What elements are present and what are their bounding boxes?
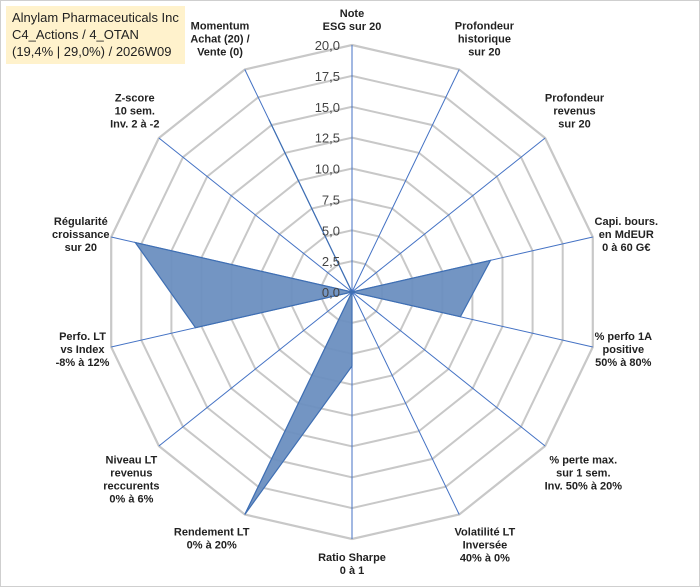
axis-label-text: % perte max. sur 1 sem. Inv. 50% à 20% bbox=[545, 455, 623, 493]
tick-label: 7,5 bbox=[322, 192, 340, 207]
axis-label-text: Perfo. LT vs Index -8% à 12% bbox=[56, 331, 110, 369]
axis-label-text: Ratio Sharpe 0 à 1 bbox=[318, 552, 386, 577]
tick-label: 17,5 bbox=[315, 69, 340, 84]
spoke-12 bbox=[158, 137, 353, 293]
axis-label-text: % perfo 1A positive 50% à 80% bbox=[595, 331, 653, 369]
axis-label-text: Capi. bours. en MdEUR 0 à 60 G€ bbox=[595, 216, 659, 254]
axis-label-4: % perfo 1A positive 50% à 80% bbox=[595, 331, 653, 369]
axis-label-9: Niveau LT revenus reccurents 0% à 6% bbox=[103, 455, 159, 506]
tick-label: 12,5 bbox=[315, 131, 340, 146]
tick-label: 0,0 bbox=[322, 285, 340, 300]
axis-label-text: Profondeur historique sur 20 bbox=[455, 21, 515, 59]
radar-tick-labels: 0,0 2,5 5,0 7,5 10,0 12,5 15,0 17,5 20,0 bbox=[315, 38, 340, 300]
axis-label-13: Momentum Achat (20) / Vente (0) bbox=[190, 21, 249, 59]
tick-label: 2,5 bbox=[322, 254, 340, 269]
radar-axis-labels: Note ESG sur 20 Profondeur historique sur 20… bbox=[52, 8, 658, 577]
axis-label-10: Perfo. LT vs Index -8% à 12% bbox=[56, 331, 110, 369]
axis-label-5: % perte max. sur 1 sem. Inv. 50% à 20% bbox=[545, 455, 623, 493]
axis-label-text: Rendement LT 0% à 20% bbox=[174, 526, 250, 551]
company-name: Alnylam Pharmaceuticals Inc bbox=[12, 10, 179, 25]
spoke-2 bbox=[351, 137, 546, 293]
axis-label-text: Volatilité LT Inversée 40% à 0% bbox=[455, 526, 516, 564]
tick-label: 20,0 bbox=[315, 38, 340, 53]
radar-series bbox=[133, 119, 492, 515]
tick-label: 15,0 bbox=[315, 100, 340, 115]
spoke-6 bbox=[351, 291, 460, 515]
axis-label-0: Note ESG sur 20 bbox=[323, 8, 382, 33]
axis-label-12: Z-score 10 sem. Inv. 2 à -2 bbox=[110, 93, 159, 131]
tick-label: 10,0 bbox=[315, 162, 340, 177]
tick-label: 5,0 bbox=[322, 223, 340, 238]
series-area bbox=[133, 119, 492, 515]
spoke-1 bbox=[351, 69, 460, 293]
chart-title-box: Alnylam Pharmaceuticals Inc C4_Actions /… bbox=[6, 6, 185, 64]
axis-label-11: Régularité croissance sur 20 bbox=[52, 216, 109, 254]
axis-label-1: Profondeur historique sur 20 bbox=[455, 21, 515, 59]
axis-label-text: Z-score 10 sem. Inv. 2 à -2 bbox=[110, 93, 159, 131]
axis-label-8: Rendement LT 0% à 20% bbox=[174, 526, 250, 551]
axis-label-text: Momentum Achat (20) / Vente (0) bbox=[190, 21, 249, 59]
portfolio-category: C4_Actions / 4_OTAN bbox=[12, 27, 139, 42]
axis-label-text: Profondeur revenus sur 20 bbox=[545, 93, 605, 131]
axis-label-3: Capi. bours. en MdEUR 0 à 60 G€ bbox=[595, 216, 659, 254]
spoke-9 bbox=[158, 291, 353, 447]
score-period: (19,4% | 29,0%) / 2026W09 bbox=[12, 44, 172, 59]
axis-label-6: Volatilité LT Inversée 40% à 0% bbox=[455, 526, 516, 564]
axis-label-text: Niveau LT revenus reccurents 0% à 6% bbox=[103, 455, 159, 506]
axis-label-2: Profondeur revenus sur 20 bbox=[545, 93, 605, 131]
axis-label-text: Note ESG sur 20 bbox=[323, 8, 382, 33]
axis-label-text: Régularité croissance sur 20 bbox=[52, 216, 109, 254]
spoke-5 bbox=[351, 291, 546, 447]
axis-label-7: Ratio Sharpe 0 à 1 bbox=[318, 552, 386, 577]
